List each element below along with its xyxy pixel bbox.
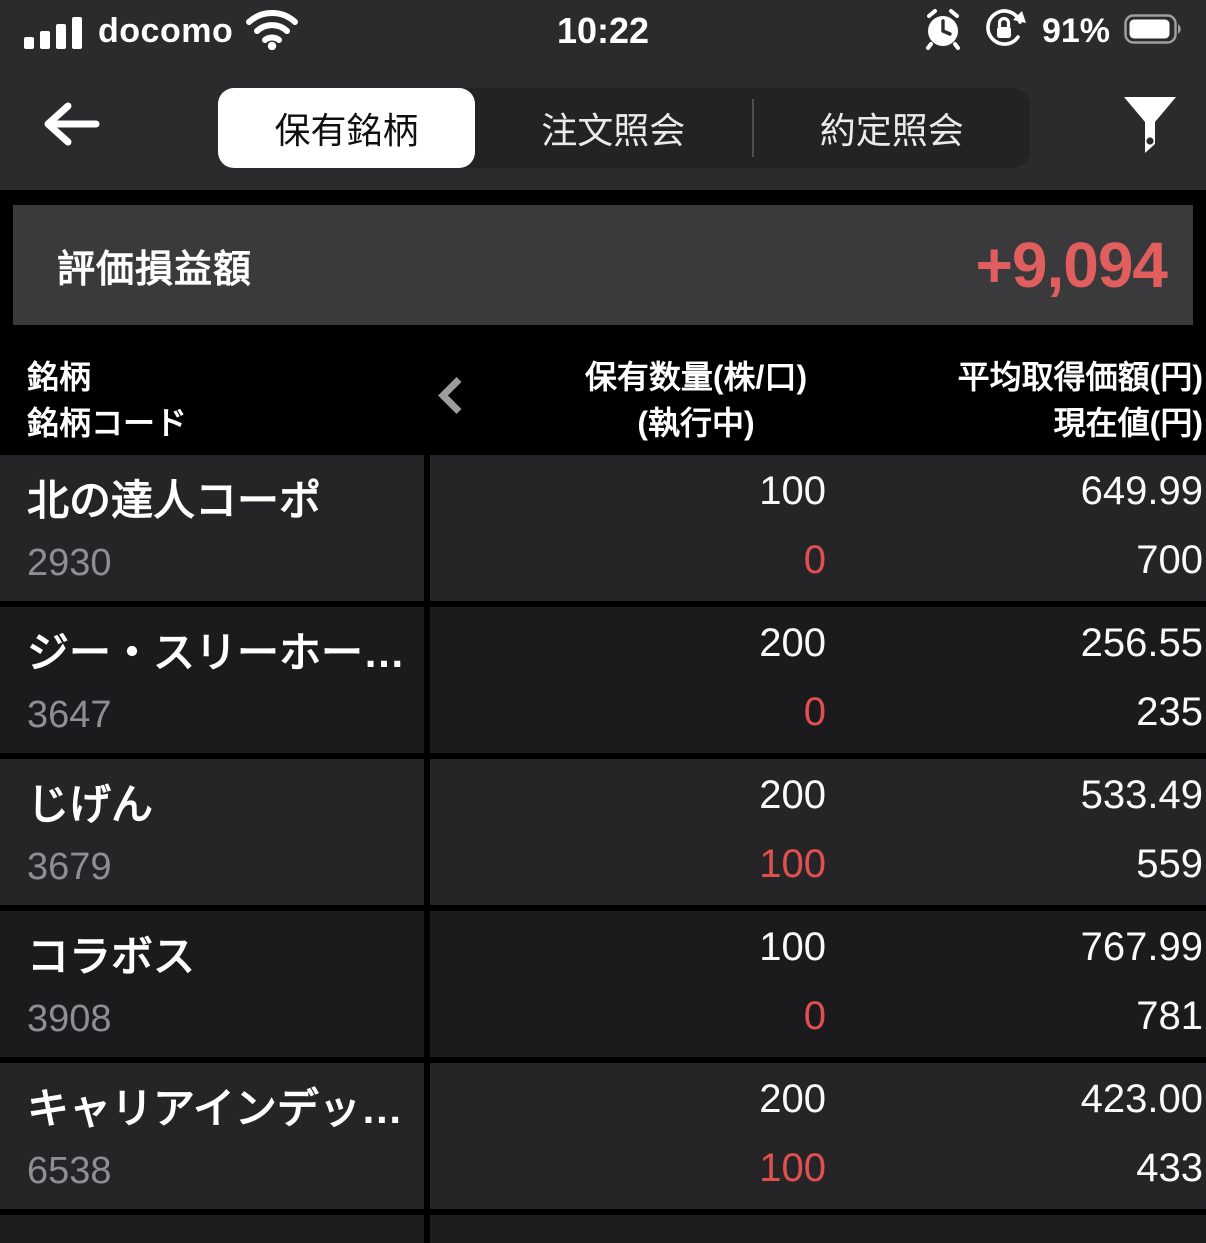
battery-icon (1124, 13, 1184, 49)
stock-name: キャリアインデッ… (27, 1085, 403, 1132)
avg-acquisition-price: 423.00 (1080, 1077, 1203, 1121)
clock-time: 10:22 (556, 10, 650, 51)
header-stock-code: 銘柄コード (27, 405, 188, 441)
summary-section: 評価損益額 +9,094 (0, 190, 1206, 340)
holding-quantity: 200 (759, 621, 826, 665)
filter-funnel-icon (1122, 97, 1178, 161)
header-avg-price: 平均取得価額(円) (957, 359, 1203, 395)
holding-quantity: 200 (759, 773, 826, 817)
holding-quantity: 100 (759, 925, 826, 969)
avg-acquisition-price: 533.49 (1080, 773, 1203, 817)
table-row[interactable]: キャリアインデッ… 6538 200 100 423.00 433 (0, 1063, 1206, 1215)
table-header: 銘柄 銘柄コード 保有数量(株/口) (執行中) 平均取得価額(円) 現在値(円… (0, 340, 1206, 455)
executing-quantity: 0 (803, 690, 826, 734)
quantity-cell: 200 100 (430, 759, 832, 905)
holding-quantity: 200 (759, 1077, 826, 1121)
quantity-cell: 100 0 (430, 911, 832, 1057)
table-row[interactable]: ジー・スリーホー… 3647 200 0 256.55 235 (0, 607, 1206, 759)
stock-name-cell: コラボス 3908 (0, 911, 430, 1057)
stock-name-cell: キャリアインデッ… 6538 (0, 1063, 430, 1209)
header-current-price: 現在値(円) (1053, 405, 1203, 441)
executing-quantity: 100 (759, 1146, 826, 1190)
current-price: 559 (1136, 842, 1203, 886)
stock-code: 3908 (27, 998, 112, 1040)
executing-quantity: 0 (803, 994, 826, 1038)
navigation-bar: 保有銘柄 注文照会 約定照会 (0, 62, 1206, 190)
carrier-label: docomo (98, 11, 234, 50)
tab-holdings[interactable]: 保有銘柄 (218, 88, 475, 168)
holding-quantity: 100 (759, 469, 826, 513)
tab-execution-inquiry[interactable]: 約定照会 (819, 110, 964, 151)
quantity-cell: 200 0 (430, 607, 832, 753)
valuation-panel: 評価損益額 +9,094 (13, 205, 1193, 325)
table-row[interactable]: 北の達人コーポ 2930 100 0 649.99 700 (0, 455, 1206, 607)
header-quantity: 保有数量(株/口) (584, 359, 808, 395)
wifi-icon (245, 8, 299, 55)
stock-name-cell: 北の達人コーポ 2930 (0, 455, 430, 601)
table-row[interactable]: コラボス 3908 100 0 767.99 781 (0, 911, 1206, 1063)
current-price: 433 (1136, 1146, 1203, 1190)
valuation-amount: +9,094 (975, 229, 1168, 301)
quantity-cell: 200 100 (430, 1063, 832, 1209)
stock-code: 3679 (27, 846, 112, 888)
stock-code: 2930 (27, 542, 112, 584)
header-executing: (執行中) (637, 405, 755, 441)
back-arrow-icon (40, 98, 102, 155)
table-row[interactable]: じげん 3679 200 100 533.49 559 (0, 759, 1206, 911)
executing-quantity: 100 (759, 842, 826, 886)
tab-order-inquiry[interactable]: 注文照会 (541, 110, 686, 151)
current-price: 235 (1136, 690, 1203, 734)
stock-name: じげん (27, 781, 154, 828)
rotation-lock-icon (980, 6, 1028, 57)
segment-divider (751, 99, 754, 157)
executing-quantity: 0 (803, 538, 826, 582)
filter-button[interactable] (1122, 95, 1178, 157)
price-cell: 256.55 235 (832, 607, 1206, 753)
current-price: 700 (1136, 538, 1203, 582)
battery-percentage: 91% (1041, 11, 1110, 50)
back-button[interactable] (40, 100, 104, 152)
alarm-icon (920, 6, 966, 57)
stock-name: コラボス (27, 933, 196, 980)
stock-name: 北の達人コーポ (27, 477, 322, 524)
current-price: 781 (1136, 994, 1203, 1038)
next-row-partial (0, 1215, 1206, 1243)
price-cell: 423.00 433 (832, 1063, 1206, 1209)
price-cell: 533.49 559 (832, 759, 1206, 905)
stock-code: 3647 (27, 694, 112, 736)
valuation-label: 評価損益額 (57, 248, 253, 291)
avg-acquisition-price: 649.99 (1080, 469, 1203, 513)
stock-name-cell: ジー・スリーホー… 3647 (0, 607, 430, 753)
cellular-signal-icon (22, 9, 86, 54)
status-bar: docomo 10:22 (0, 0, 1206, 62)
holdings-list: 北の達人コーポ 2930 100 0 649.99 700 ジー・スリーホー… 3647 200… (0, 455, 1206, 1215)
stock-code: 6538 (27, 1150, 112, 1192)
quantity-cell: 100 0 (430, 455, 832, 601)
avg-acquisition-price: 256.55 (1080, 621, 1203, 665)
view-segmented-control: 保有銘柄 注文照会 約定照会 (218, 88, 1030, 168)
header-stock: 銘柄 (27, 359, 92, 395)
price-cell: 649.99 700 (832, 455, 1206, 601)
stock-name-cell: じげん 3679 (0, 759, 430, 905)
collapse-chevron-left-icon[interactable] (437, 373, 463, 422)
stock-name: ジー・スリーホー… (27, 629, 406, 676)
avg-acquisition-price: 767.99 (1080, 925, 1203, 969)
price-cell: 767.99 781 (832, 911, 1206, 1057)
